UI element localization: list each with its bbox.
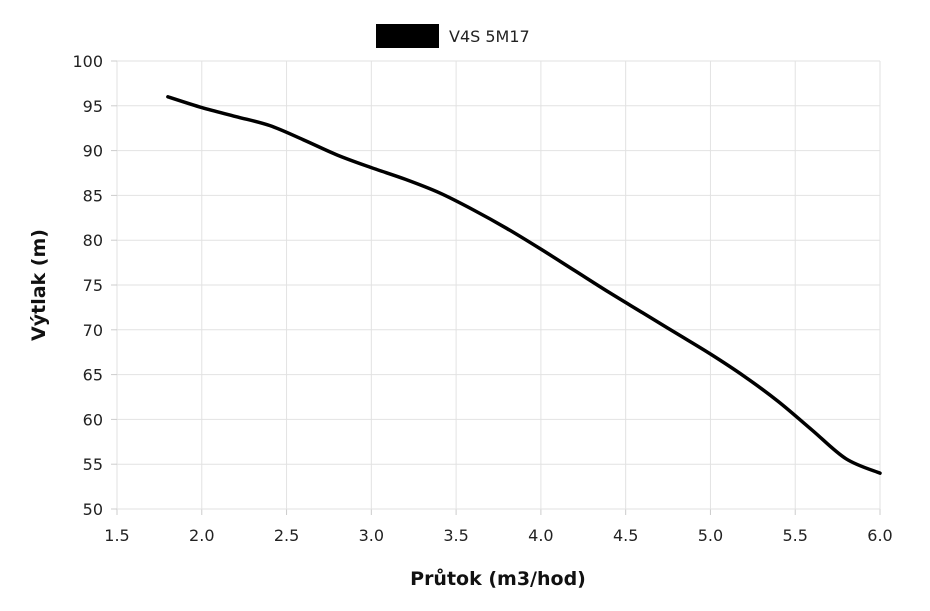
x-tick-label: 2.0 (189, 526, 214, 545)
x-tick-label: 3.5 (443, 526, 468, 545)
tick-labels: 1.5 2.0 2.5 3.0 3.5 4.0 4.5 5.0 5.5 6.0 50 55 60 65 70… (72, 52, 892, 545)
x-tick-label: 5.0 (698, 526, 723, 545)
y-tick-label: 85 (83, 186, 103, 205)
y-tick-label: 90 (83, 142, 103, 161)
x-tick-label: 5.5 (782, 526, 807, 545)
x-tick-label: 4.5 (613, 526, 638, 545)
x-tick-label: 4.0 (528, 526, 553, 545)
y-tick-label: 80 (83, 231, 103, 250)
y-tick-label: 55 (83, 455, 103, 474)
x-tick-label: 1.5 (104, 526, 129, 545)
y-tick-label: 95 (83, 97, 103, 116)
series-layer (166, 95, 882, 475)
legend-swatch (376, 24, 439, 48)
y-tick-label: 75 (83, 276, 103, 295)
x-tick-label: 6.0 (867, 526, 892, 545)
legend: V4S 5M17 (376, 24, 530, 48)
x-axis-title: Průtok (m3/hod) (410, 567, 586, 590)
y-axis-title: Výtlak (m) (28, 229, 50, 341)
y-tick-label: 70 (83, 321, 103, 340)
y-tick-label: 60 (83, 410, 103, 429)
series-line (166, 95, 882, 475)
y-tick-label: 100 (72, 52, 103, 71)
x-tick-label: 3.0 (359, 526, 384, 545)
grid (111, 60, 881, 515)
y-tick-label: 65 (83, 366, 103, 385)
y-tick-label: 50 (83, 500, 103, 519)
legend-label: V4S 5M17 (449, 27, 530, 46)
x-tick-label: 2.5 (274, 526, 299, 545)
